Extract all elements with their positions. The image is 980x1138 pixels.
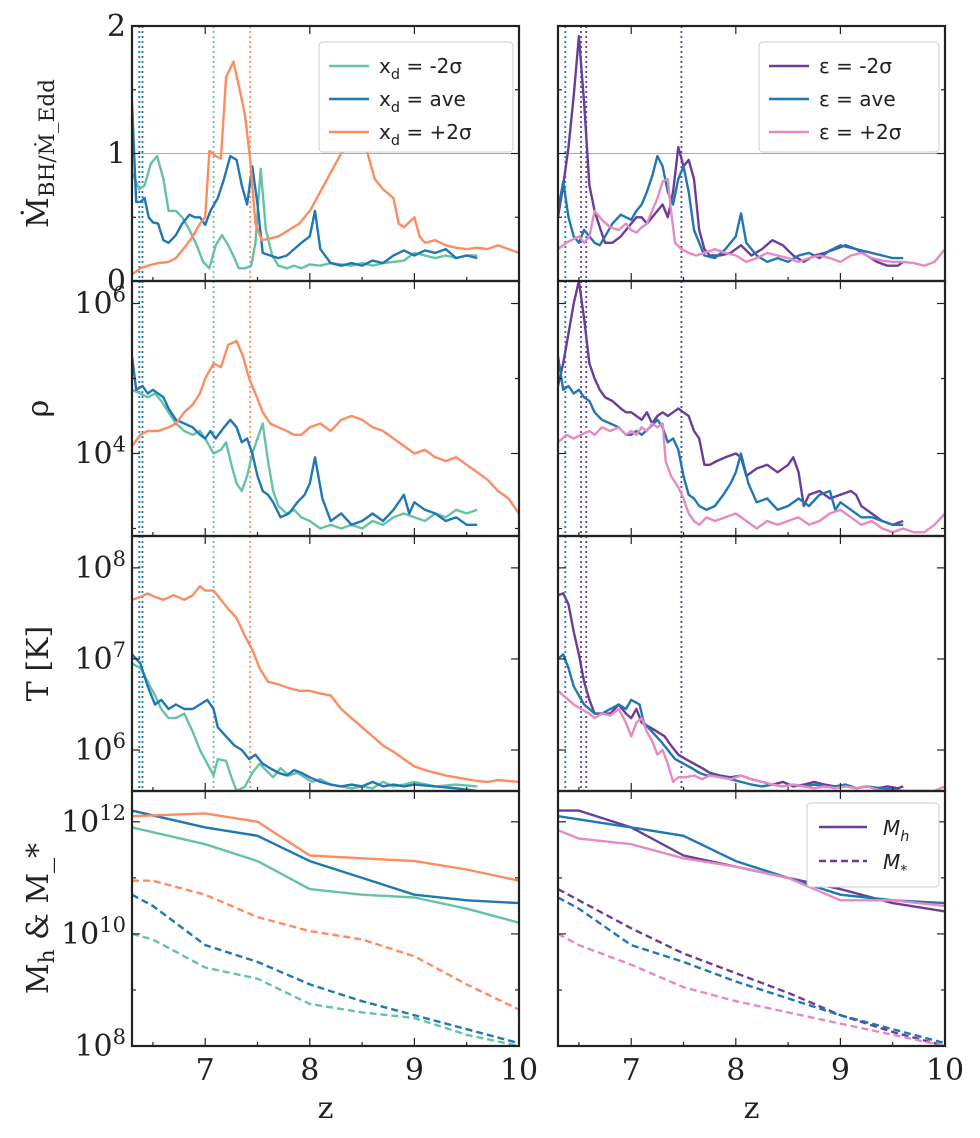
series-line-mass-s (558, 896, 945, 1045)
legend-mass: Mh M* (806, 802, 940, 888)
y-axis-label: ρ (21, 400, 56, 418)
x-tick-label: 8 (726, 1053, 745, 1088)
y-tick-label: 1012 (61, 801, 126, 840)
series-line-mass-h (132, 812, 519, 882)
axes-frame (556, 279, 947, 538)
x-axis-label: z (744, 1091, 760, 1126)
series-line-mass-h (132, 809, 519, 905)
x-tick-label: 9 (831, 1053, 850, 1088)
series-line-temp (132, 653, 478, 791)
series-line-rho (132, 355, 478, 526)
series-line-rho (558, 281, 904, 526)
legend-box (758, 41, 940, 153)
x-tick-label: 10 (926, 1053, 964, 1088)
series-line-mass-s (132, 932, 519, 1046)
series-line-mdot (558, 177, 945, 267)
axes-frame (556, 534, 947, 793)
legend-label: xd = -2σ (379, 54, 462, 83)
legend-label: xd = +2σ (379, 120, 472, 149)
x-tick-label: 10 (500, 1053, 538, 1088)
y-tick-label: 1 (107, 137, 126, 172)
series-line-temp (558, 689, 945, 791)
series-line-mass-s (132, 879, 519, 1011)
series-line-temp (132, 584, 519, 784)
x-axis-label: z (318, 1091, 334, 1126)
legend-label: ε = -2σ (819, 54, 892, 78)
y-tick-label: 107 (74, 638, 126, 677)
legend-label: Mh (883, 816, 909, 845)
x-tick-label: 8 (300, 1053, 319, 1088)
series-line-rho (558, 422, 945, 534)
x-tick-label: 7 (196, 1053, 215, 1088)
series-line-mass-s (132, 893, 519, 1045)
series-line-temp (558, 653, 904, 791)
legend-label: M* (883, 850, 907, 879)
legend-box (806, 802, 940, 888)
series-line-mdot (132, 60, 519, 276)
axes-frame (556, 789, 947, 1048)
panel-right-temp (556, 534, 947, 793)
legend-box (318, 41, 514, 153)
y-tick-label: 1010 (61, 913, 126, 952)
axes-frame (130, 534, 521, 793)
y-axis-label: T [K] (21, 626, 56, 701)
legend-label: xd = ave (379, 87, 466, 116)
legend-left: xd = -2σ xd = ave xd = +2σ (318, 41, 514, 153)
y-axis-label: Mh & M_* (21, 843, 60, 994)
panel-right-mdot (556, 24, 947, 283)
series-line-mass-s (558, 888, 945, 1046)
panel-left-rho: 104 106 ρ (21, 279, 521, 538)
y-axis-label: ṀBH/Ṁ_Edd (20, 79, 60, 228)
series-line-rho (558, 355, 904, 526)
x-tick-label: 9 (405, 1053, 424, 1088)
series-line-mass-h (132, 826, 519, 924)
series-line-mass-h (558, 829, 945, 908)
legend-label: ε = +2σ (819, 120, 902, 144)
y-tick-label: 0 (107, 264, 126, 299)
y-tick-label: 108 (74, 547, 126, 586)
x-tick-label: 7 (622, 1053, 641, 1088)
series-line-mdot (558, 154, 904, 264)
panel-right-mass: 7 8 9 10 (556, 789, 964, 1088)
y-tick-label: 108 (74, 1025, 126, 1064)
series-line-mdot (132, 154, 478, 270)
series-line-rho (132, 388, 478, 530)
series-line-temp (558, 592, 904, 790)
legend-label: ε = ave (819, 87, 896, 111)
series-line-rho (132, 339, 519, 515)
panel-right-rho (556, 279, 947, 538)
legend-right: ε = -2σ ε = ave ε = +2σ (758, 41, 940, 153)
series-line-mdot (132, 102, 478, 267)
y-tick-label: 2 (107, 9, 126, 44)
series-line-temp (132, 662, 478, 791)
y-tick-label: 106 (74, 283, 126, 322)
panel-left-temp: 106 107 108 T [K] (21, 534, 521, 793)
y-tick-label: 104 (74, 433, 126, 472)
series-line-mass-s (558, 932, 945, 1046)
axes-frame (130, 789, 521, 1048)
y-tick-label: 106 (74, 729, 126, 768)
